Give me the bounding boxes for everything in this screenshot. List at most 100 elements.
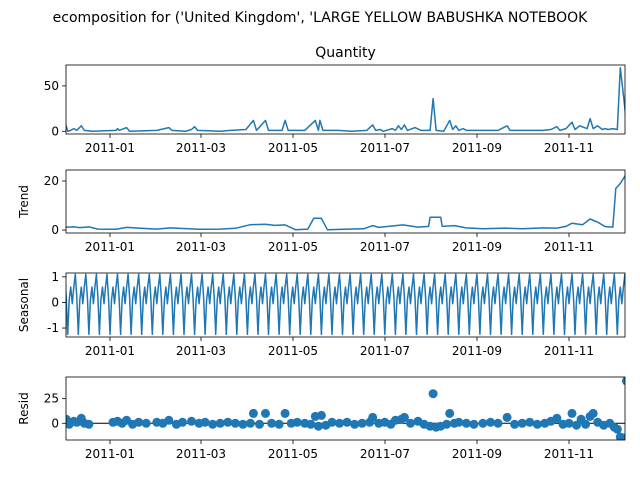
axes-frame	[65, 64, 626, 135]
resid-point	[525, 417, 535, 427]
x-tick-label: 2011-05	[268, 141, 318, 155]
y-tick-label: 0	[51, 295, 59, 309]
resid-point	[178, 417, 187, 427]
resid-point	[248, 408, 258, 418]
panels: Quantity 0 50 2011-01 2011-03 2011-05 2011-07 2…	[17, 45, 626, 461]
x-tick-label: 2011-07	[360, 141, 410, 155]
resid-point	[327, 417, 337, 427]
x-tick-label: 2011-01	[85, 240, 135, 254]
resid-point	[316, 410, 326, 420]
resid-point	[342, 417, 352, 427]
resid-point	[134, 417, 144, 427]
panel-title: Quantity	[315, 45, 376, 61]
resid-point	[280, 408, 290, 418]
resid-point	[84, 419, 94, 429]
x-tick-label: 2011-07	[360, 240, 410, 254]
series-line	[66, 174, 625, 231]
y-tick-label: 1	[51, 270, 59, 284]
resid-point	[261, 408, 270, 418]
resid-point	[208, 419, 218, 429]
axes-frame	[65, 169, 626, 234]
y-tick-label: 0	[51, 124, 59, 138]
plot-area	[66, 273, 625, 336]
resid-point	[454, 417, 464, 427]
resid-point	[478, 418, 488, 428]
resid-point	[335, 418, 344, 428]
x-tick-label: 2011-01	[85, 141, 135, 155]
resid-point	[445, 408, 455, 418]
resid-point	[399, 412, 409, 422]
x-tick-label: 2011-11	[544, 344, 594, 358]
panel-3: Seasonal -1 0 1 2011-01 2011-03 2011-05 2011-07…	[17, 270, 626, 358]
x-tick-label: 2011-05	[268, 240, 318, 254]
x-tick-label: 2011-01	[85, 447, 135, 461]
resid-point	[255, 419, 264, 429]
x-tick-label: 2011-09	[452, 447, 502, 461]
y-tick-label: 0	[51, 416, 59, 430]
resid-point	[588, 408, 598, 418]
y-axis-label: Seasonal	[17, 278, 31, 332]
figure-suptitle: ecomposition for ('United Kingdom', 'LAR…	[53, 10, 588, 26]
x-tick-label: 2011-09	[452, 141, 502, 155]
x-tick-label: 2011-07	[360, 447, 410, 461]
series-line	[66, 66, 625, 133]
y-axis-label: Resid	[17, 392, 31, 424]
resid-point	[581, 419, 591, 429]
resid-point	[502, 412, 512, 422]
series-line	[66, 273, 625, 336]
resid-point	[274, 419, 284, 429]
y-tick-label: 50	[44, 79, 59, 93]
resid-point	[187, 416, 196, 426]
resid-point	[350, 419, 360, 429]
x-tick-label: 2011-09	[452, 240, 502, 254]
resid-point	[223, 417, 233, 427]
plot-area	[66, 174, 625, 231]
x-tick-label: 2011-05	[268, 447, 318, 461]
resid-point	[442, 419, 452, 429]
x-tick-label: 2011-11	[544, 447, 594, 461]
panel-1: Quantity 0 50 2011-01 2011-03 2011-05 2011-07 2…	[44, 45, 626, 155]
resid-point	[200, 417, 210, 427]
resid-point	[461, 418, 471, 428]
resid-point	[517, 418, 527, 428]
resid-point	[621, 377, 625, 386]
resid-point	[368, 412, 378, 422]
resid-point	[510, 419, 520, 429]
resid-point	[215, 418, 225, 428]
resid-point	[612, 424, 622, 434]
resid-point	[313, 421, 323, 431]
panel-2: Trend 0 20 2011-01 2011-03 2011-05 2011-07 2011…	[17, 169, 626, 254]
resid-point	[230, 418, 240, 428]
y-tick-label: 0	[51, 223, 59, 237]
resid-point	[238, 419, 248, 429]
resid-point	[428, 389, 438, 399]
resid-point	[618, 433, 625, 440]
resid-point	[552, 413, 562, 423]
plot-area	[66, 66, 625, 133]
x-tick-label: 2011-01	[85, 344, 135, 358]
resid-point	[469, 419, 479, 429]
resid-point	[564, 418, 574, 428]
y-tick-label: 20	[44, 174, 59, 188]
resid-point	[406, 418, 415, 428]
x-tick-label: 2011-11	[544, 141, 594, 155]
resid-point	[164, 415, 174, 425]
x-tick-label: 2011-05	[268, 344, 318, 358]
y-tick-label: -1	[47, 321, 59, 335]
resid-point	[493, 418, 503, 428]
x-tick-label: 2011-03	[176, 447, 226, 461]
resid-point	[267, 418, 277, 428]
resid-point	[245, 418, 255, 428]
resid-point	[292, 417, 302, 427]
resid-point	[532, 419, 542, 429]
plot-area	[66, 377, 625, 440]
x-tick-label: 2011-03	[176, 344, 226, 358]
y-tick-label: 25	[44, 392, 59, 406]
axes-frame	[65, 272, 626, 338]
panel-4: Resid 0 25 2011-01 2011-03 2011-05 2011-07 2011…	[17, 376, 626, 461]
resid-point	[357, 418, 367, 428]
x-tick-label: 2011-03	[176, 240, 226, 254]
x-tick-label: 2011-03	[176, 141, 226, 155]
y-axis-label: Trend	[17, 185, 31, 219]
